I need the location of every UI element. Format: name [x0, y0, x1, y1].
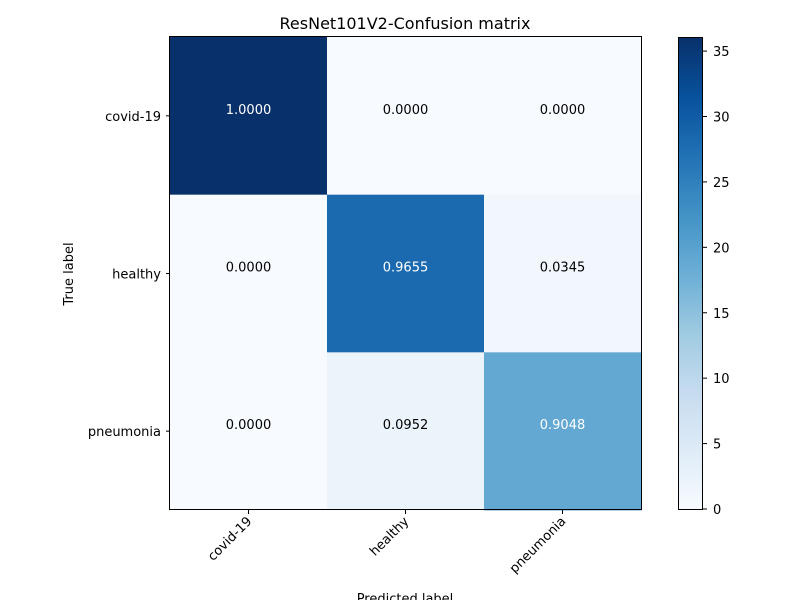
- y-tick-label: pneumonia: [88, 425, 161, 440]
- heatmap-cell: [170, 37, 328, 196]
- x-axis-ticks: covid-19 healthy pneumonia: [205, 510, 569, 577]
- colorbar-tick-label: 35: [713, 45, 730, 60]
- cell-value-label: 1.0000: [226, 103, 272, 118]
- colorbar-tick-label: 30: [713, 111, 730, 126]
- heatmap-cell: [327, 37, 485, 196]
- x-tick-label: pneumonia: [507, 514, 569, 576]
- heatmap-cell: [170, 194, 328, 353]
- heatmap-cell: [484, 352, 642, 511]
- y-tick-label: covid-19: [105, 110, 161, 125]
- colorbar: [678, 37, 703, 510]
- heatmap-cell: [327, 352, 485, 511]
- cell-value-label: 0.9655: [383, 261, 429, 276]
- y-axis-label: True label: [62, 242, 77, 306]
- x-tick-label: covid-19: [205, 514, 255, 564]
- cell-value-label: 0.0000: [540, 103, 586, 118]
- chart-title: ResNet101V2-Confusion matrix: [280, 14, 531, 33]
- heatmap-cell: [484, 37, 642, 196]
- heatmap-cells: 1.0000 0.0000 0.0000 0.0000 0.9655 0.0345 0.00…: [170, 37, 642, 511]
- colorbar-tick-label: 5: [713, 438, 721, 453]
- heatmap-cell: [170, 352, 328, 511]
- cell-value-label: 0.0000: [383, 103, 429, 118]
- heatmap-cell: [484, 194, 642, 353]
- cell-value-label: 0.9048: [540, 418, 586, 433]
- cell-value-label: 0.0000: [226, 261, 272, 276]
- cell-value-label: 0.0345: [540, 261, 586, 276]
- colorbar-tick-label: 0: [713, 503, 721, 518]
- x-axis-label: Predicted label: [357, 592, 454, 600]
- y-axis-ticks: covid-19 healthy pneumonia: [88, 110, 170, 440]
- colorbar-tick-label: 20: [713, 241, 730, 256]
- colorbar-tick-label: 25: [713, 176, 730, 191]
- heatmap-cell: [327, 194, 485, 353]
- cell-value-label: 0.0952: [383, 418, 429, 433]
- colorbar-ticks: 0 5 10 15 20 25 30 35: [703, 45, 730, 518]
- colorbar-tick-label: 15: [713, 307, 730, 322]
- cell-value-label: 0.0000: [226, 418, 272, 433]
- x-tick-label: healthy: [367, 514, 412, 559]
- y-tick-label: healthy: [112, 268, 161, 283]
- colorbar-tick-label: 10: [713, 372, 730, 387]
